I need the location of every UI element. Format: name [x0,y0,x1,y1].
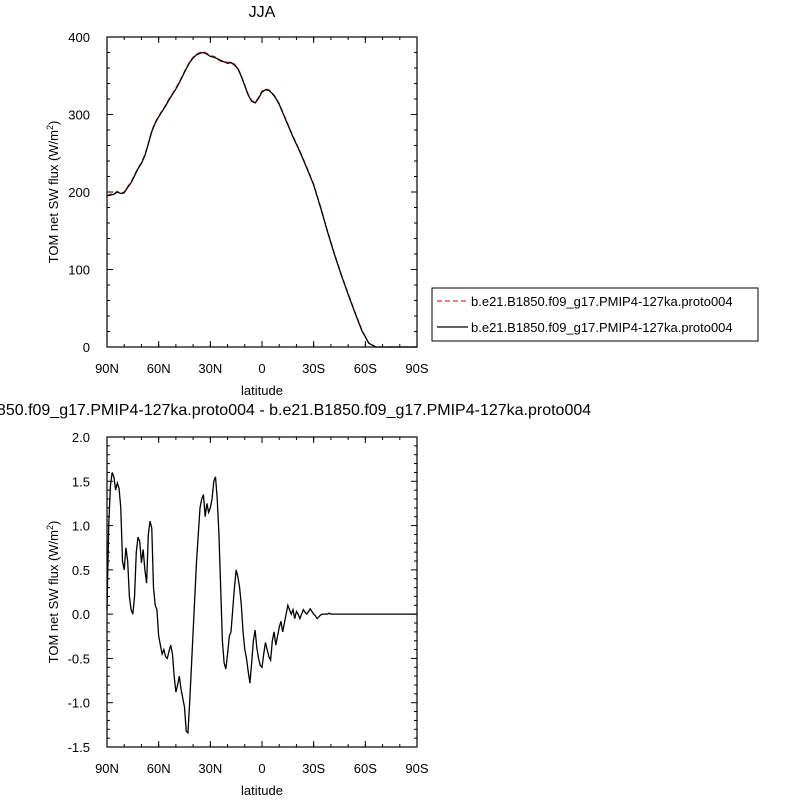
top-xlabel: latitude [241,383,283,398]
bottom-ytick-label: 0.5 [72,563,90,578]
bottom-xtick-label: 60N [147,761,171,776]
bottom-xtick-label: 60S [354,761,377,776]
top-xtick-label: 90N [95,361,119,376]
top-ticks: 90N 60N 30N 0 30S 60S 90S 0 100 200 300 400 [68,30,429,376]
bottom-series-line-1 [106,472,417,735]
bottom-ytick-label: 1.0 [72,519,90,534]
legend-box [431,287,759,342]
bottom-xtick-label: 90S [405,761,428,776]
bottom-ticks: 90N 60N 30N 0 30S 60S 90S -1.5 -1.0 -0.5 0.0 0.5 1.0… [68,430,429,776]
top-ylabel: TOM net SW flux (W/m2) [45,121,61,264]
bottom-ytick-label: 0.0 [72,607,90,622]
top-xtick-label: 30N [198,361,222,376]
bottom-chart-title: b.e21.B1850.f09_g17.PMIP4-127ka.proto004… [0,402,591,419]
top-series-line-2 [106,51,417,348]
bottom-lines [106,472,417,735]
bottom-xlabel: latitude [241,783,283,798]
bottom-xtick-label: 30N [198,761,222,776]
top-ytick-label: 200 [68,185,90,200]
top-xtick-label: 60S [354,361,377,376]
top-xtick-label: 90S [405,361,428,376]
bottom-ylabel: TOM net SW flux (W/m2) [45,521,61,664]
top-chart-title: JJA [249,4,276,21]
bottom-ytick-label: -0.5 [68,651,90,666]
top-xtick-label: 30S [302,361,325,376]
bottom-ytick-label: 1.5 [72,474,90,489]
legend: b.e21.B1850.f09_g17.PMIP4-127ka.proto004… [431,287,759,342]
bottom-chart: b.e21.B1850.f09_g17.PMIP4-127ka.proto004… [0,402,591,798]
bottom-ytick-label: -1.0 [68,696,90,711]
bottom-xtick-label: 0 [258,761,265,776]
top-ytick-label: 300 [68,108,90,123]
legend-label-series-1: b.e21.B1850.f09_g17.PMIP4-127ka.proto004 [471,294,733,309]
top-lines [106,51,417,348]
bottom-xtick-label: 30S [302,761,325,776]
top-ytick-label: 100 [68,263,90,278]
top-ytick-label: 400 [68,30,90,45]
top-xtick-label: 0 [258,361,265,376]
bottom-ytick-label: 2.0 [72,430,90,445]
legend-label-series-2: b.e21.B1850.f09_g17.PMIP4-127ka.proto004 [471,320,733,335]
bottom-ytick-label: -1.5 [68,740,90,755]
top-ytick-label: 0 [83,340,90,355]
top-plot-frame [106,36,418,348]
top-series-line-1 [106,51,417,348]
top-xtick-label: 60N [147,361,171,376]
top-chart: JJA 90N 60N 30N 0 30S 60S 90S 0 100 200 300 400 lat… [45,4,429,398]
bottom-xtick-label: 90N [95,761,119,776]
